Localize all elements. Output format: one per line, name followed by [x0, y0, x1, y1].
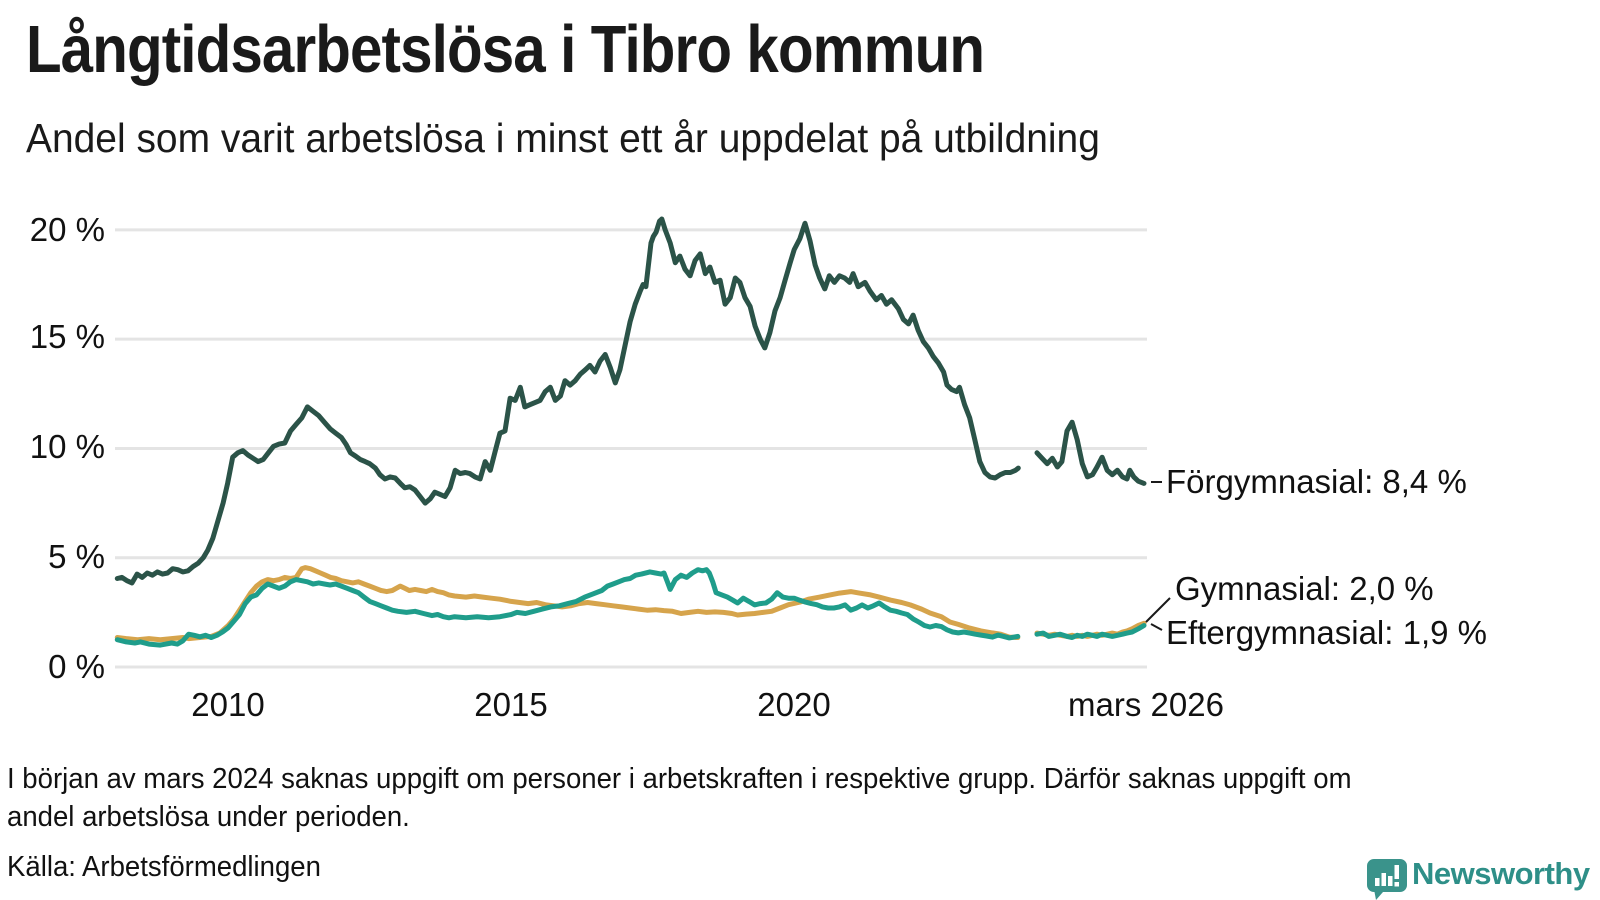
chart-subtitle: Andel som varit arbetslösa i minst ett å… [26, 115, 1100, 161]
y-axis-tick-20: 20 % [29, 211, 105, 248]
y-axis-tick-5: 5 % [48, 538, 105, 575]
series-end-label-gymnasial: Gymnasial: 2,0 % [1175, 570, 1434, 607]
newsworthy-logo-icon [1367, 859, 1407, 900]
connector-gymnasial [1145, 597, 1171, 623]
y-axis-tick-15: 15 % [29, 318, 105, 355]
series-line-förgymnasial-after-gap [1034, 419, 1147, 486]
chart-title: Långtidsarbetslösa i Tibro kommun [26, 12, 985, 87]
x-axis-tick-2010: 2010 [191, 686, 265, 723]
series-line-eftergymnasial-before-gap [114, 567, 1021, 648]
x-axis-tick-mars-2026: mars 2026 [1068, 686, 1224, 723]
y-axis-tick-0: 0 % [48, 648, 105, 685]
series-line-gymnasial-before-gap [114, 565, 1021, 643]
source-text: Källa: Arbetsförmedlingen [7, 851, 321, 883]
x-axis-tick-2015: 2015 [474, 686, 548, 723]
newsworthy-logo-text: Newsworthy [1412, 856, 1590, 891]
series-line-eftergymnasial-after-gap [1034, 623, 1147, 640]
series-end-label-eftergymnasial: Eftergymnasial: 1,9 % [1166, 614, 1487, 651]
connector-eftergymnasial [1150, 623, 1163, 631]
x-axis-tick-2020: 2020 [757, 686, 831, 723]
footnote-line-1: I början av mars 2024 saknas uppgift om … [7, 763, 1352, 795]
y-axis-tick-10: 10 % [29, 428, 105, 465]
series-line-förgymnasial-before-gap [114, 216, 1021, 586]
series-end-label-forgymnasial: Förgymnasial: 8,4 % [1166, 463, 1467, 500]
footnote-line-2: andel arbetslösa under perioden. [7, 801, 410, 833]
